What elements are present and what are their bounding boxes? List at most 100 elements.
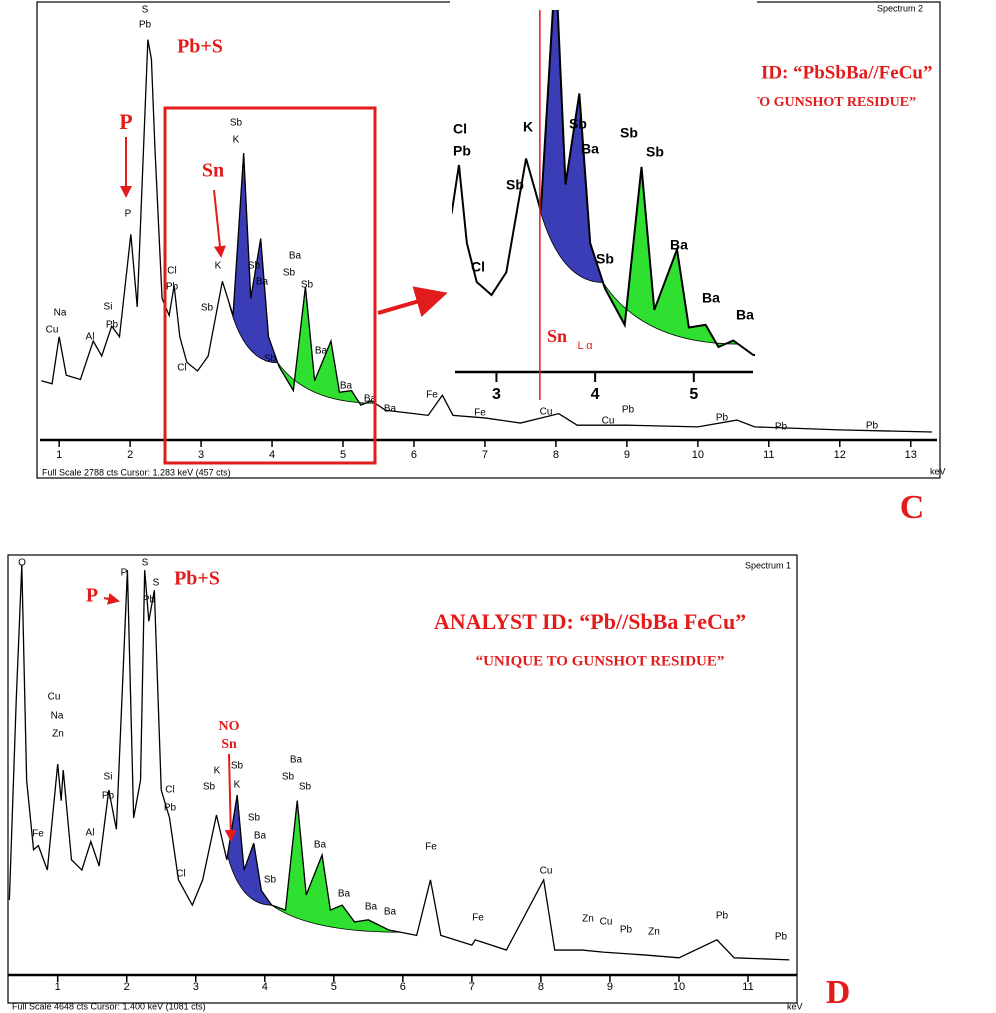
x-unit: keV bbox=[930, 466, 946, 476]
peak-label: K bbox=[234, 780, 241, 791]
peak-label: K bbox=[215, 261, 222, 272]
inset-peak-label: Sb bbox=[569, 116, 587, 132]
peak-label: K bbox=[214, 766, 221, 777]
spectrum-line bbox=[8, 564, 790, 961]
inset-peak-label: Ba bbox=[581, 141, 599, 157]
panel-label: C bbox=[900, 489, 925, 526]
peak-label: Cl bbox=[177, 363, 186, 374]
annotation: “UNIQUE TO GUNSHOT RESIDUE” bbox=[476, 653, 725, 669]
inset-peak-label: Sb bbox=[620, 125, 638, 141]
inset-peak-label: Cl bbox=[453, 121, 467, 137]
peak-label: Ba bbox=[384, 404, 397, 415]
peak-label: Pb bbox=[164, 803, 177, 814]
inset-peak-label: Pb bbox=[453, 143, 471, 159]
x-tick-label: 7 bbox=[482, 449, 488, 461]
peak-label: Cu bbox=[600, 917, 613, 928]
peak-label: Zn bbox=[52, 729, 64, 740]
peak-label: Cu bbox=[602, 416, 615, 427]
peak-label: Sb bbox=[282, 772, 295, 783]
peak-label: Cl bbox=[176, 869, 185, 880]
p-arrow bbox=[103, 593, 120, 605]
x-tick-label: 5 bbox=[331, 981, 337, 993]
peak-label: Ba bbox=[338, 889, 351, 900]
peak-label: Sb bbox=[264, 875, 277, 886]
x-tick-label: 1 bbox=[56, 449, 62, 461]
peak-label: Pb bbox=[716, 413, 729, 424]
x-tick-label: 6 bbox=[411, 449, 417, 461]
annotation: Pb+S bbox=[174, 568, 220, 590]
peak-label: Ba bbox=[256, 277, 269, 288]
peak-label: S bbox=[153, 578, 160, 589]
peak-label: Sb bbox=[299, 782, 312, 793]
element-region bbox=[271, 800, 401, 933]
peak-label: Pb bbox=[716, 911, 729, 922]
peak-label: Fe bbox=[426, 390, 438, 401]
peak-label: Al bbox=[86, 332, 95, 343]
peak-label: Cu bbox=[540, 866, 553, 877]
sn-arrow bbox=[213, 189, 226, 258]
peak-label: S bbox=[142, 5, 149, 16]
peak-label: Zn bbox=[648, 927, 660, 938]
annotation: NO bbox=[219, 719, 240, 734]
peak-label: Pb bbox=[622, 405, 635, 416]
peak-label: Ba bbox=[340, 381, 353, 392]
peak-label: P bbox=[121, 568, 128, 579]
peak-label: Al bbox=[86, 828, 95, 839]
peak-label: Sb bbox=[201, 303, 214, 314]
x-tick-label: 9 bbox=[624, 449, 630, 461]
zoom-box bbox=[163, 106, 377, 465]
x-tick-label: 4 bbox=[269, 449, 275, 461]
x-tick-label: 12 bbox=[834, 449, 846, 461]
peak-label: S bbox=[142, 558, 149, 569]
peak-label: Pb bbox=[166, 282, 179, 293]
x-tick-label: 8 bbox=[553, 449, 559, 461]
peak-label: Pb bbox=[139, 20, 152, 31]
panel-label: D bbox=[826, 974, 851, 1011]
peak-label: Fe bbox=[32, 829, 44, 840]
annotation: Sn bbox=[221, 737, 237, 752]
peak-label: Sb bbox=[231, 761, 244, 772]
x-tick-label: 6 bbox=[400, 981, 406, 993]
inset-peak-label: Sb bbox=[646, 144, 664, 160]
inset-peak-label: Ba bbox=[736, 307, 754, 323]
x-tick-label: 11 bbox=[742, 981, 753, 993]
plot-frame bbox=[7, 554, 798, 1004]
inset-peak-label: Sb bbox=[596, 251, 614, 267]
x-tick-label: 4 bbox=[262, 981, 268, 993]
peak-label: Pb bbox=[106, 320, 119, 331]
x-tick-label: 10 bbox=[673, 981, 685, 993]
inset-peak-label: Ba bbox=[670, 237, 688, 253]
inset-x-tick-label: 4 bbox=[591, 386, 600, 403]
peak-label: Zn bbox=[582, 914, 594, 925]
peak-label: Fe bbox=[474, 408, 486, 419]
x-unit: keV bbox=[787, 1001, 803, 1011]
inset-x-tick-label: 5 bbox=[689, 386, 698, 403]
x-tick-label: 8 bbox=[538, 981, 544, 993]
peak-label: Pb bbox=[866, 421, 879, 432]
x-tick-label: 3 bbox=[198, 449, 204, 461]
peak-label: Na bbox=[51, 711, 64, 722]
peak-label: Pb bbox=[102, 791, 115, 802]
peak-label: Ba bbox=[315, 346, 328, 357]
peak-label: Ba bbox=[254, 831, 267, 842]
peak-label: Na bbox=[54, 308, 67, 319]
peak-label: Pb bbox=[775, 422, 788, 433]
peak-label: Sb bbox=[264, 354, 277, 365]
peak-label: Ba bbox=[364, 394, 377, 405]
peak-label: Sb bbox=[283, 268, 296, 279]
inset-peak-label: Sb bbox=[506, 177, 524, 193]
peak-label: Fe bbox=[472, 913, 484, 924]
annotation: Pb+S bbox=[177, 36, 223, 58]
x-tick-label: 5 bbox=[340, 449, 346, 461]
inset-peak-label: Ba bbox=[702, 290, 720, 306]
inset-peak-label: Cl bbox=[471, 259, 485, 275]
x-tick-label: 1 bbox=[55, 981, 61, 993]
peak-label: Cl bbox=[165, 785, 174, 796]
peak-label: Cu bbox=[48, 692, 61, 703]
peak-label: Ba bbox=[314, 840, 327, 851]
peak-label: Ba bbox=[289, 251, 302, 262]
annotation: ANALYST ID: “Pb//SbBa FeCu” bbox=[434, 609, 746, 634]
peak-label: Sb bbox=[203, 782, 216, 793]
inset-spectrum-line bbox=[452, 10, 755, 357]
